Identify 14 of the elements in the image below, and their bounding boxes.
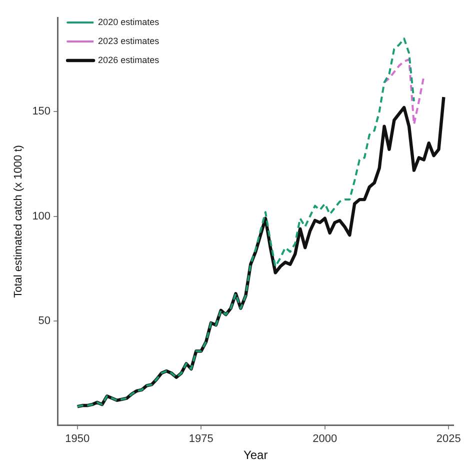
y-tick-label: 100 [32, 210, 51, 222]
line-series [76, 38, 415, 408]
x-tick-label: 1975 [188, 433, 214, 446]
x-tick-label: 1950 [65, 433, 90, 446]
legend-label: 2023 estimates [98, 36, 160, 46]
y-axis-title: Total estimated catch (x 1000 t) [12, 145, 25, 298]
x-tick-label: 2025 [436, 433, 461, 446]
legend-label: 2020 estimates [98, 16, 160, 27]
legend-label: 2026 estimates [98, 54, 160, 65]
line-series [383, 58, 425, 126]
y-tick-label: 150 [32, 106, 51, 118]
y-tick-label: 50 [38, 314, 51, 327]
x-axis-title: Year [243, 448, 268, 462]
x-tick-label: 2000 [312, 433, 338, 446]
